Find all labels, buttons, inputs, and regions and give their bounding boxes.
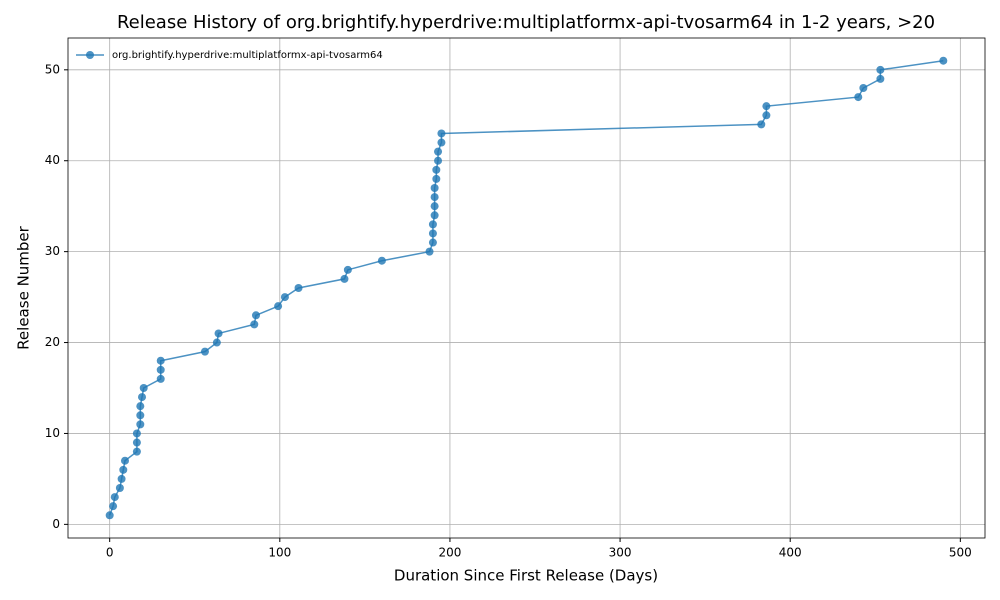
data-point bbox=[434, 147, 443, 156]
data-point bbox=[280, 293, 289, 302]
data-point bbox=[136, 420, 145, 429]
data-point bbox=[138, 393, 147, 402]
data-point bbox=[110, 493, 119, 502]
data-point bbox=[105, 511, 114, 520]
y-axis-label: Release Number bbox=[15, 225, 33, 349]
data-point bbox=[156, 356, 165, 365]
data-point bbox=[428, 238, 437, 247]
data-point bbox=[212, 338, 221, 347]
data-point bbox=[757, 120, 766, 129]
y-tick-label: 30 bbox=[45, 244, 60, 258]
data-point bbox=[156, 365, 165, 374]
y-tick-label: 50 bbox=[45, 62, 60, 76]
x-tick-label: 500 bbox=[949, 546, 972, 560]
x-tick-label: 100 bbox=[268, 546, 291, 560]
x-axis-label: Duration Since First Release (Days) bbox=[394, 567, 658, 585]
data-point bbox=[119, 465, 128, 474]
data-point bbox=[428, 229, 437, 238]
data-point bbox=[343, 265, 352, 274]
data-point bbox=[139, 384, 148, 392]
data-point bbox=[214, 329, 223, 338]
data-point bbox=[425, 247, 434, 256]
x-tick-label: 300 bbox=[609, 546, 632, 560]
data-point bbox=[762, 111, 771, 120]
data-point bbox=[251, 311, 260, 320]
data-point bbox=[428, 220, 437, 229]
data-point bbox=[340, 274, 349, 283]
y-tick-label: 10 bbox=[45, 426, 60, 440]
data-point bbox=[762, 102, 771, 111]
data-point bbox=[876, 74, 885, 83]
data-point bbox=[430, 202, 439, 211]
y-tick-label: 40 bbox=[45, 153, 60, 167]
legend-label: org.brightify.hyperdrive:multiplatformx-… bbox=[112, 50, 383, 61]
plot-frame bbox=[67, 37, 986, 539]
y-tick-label: 20 bbox=[45, 335, 60, 349]
data-point bbox=[132, 429, 141, 438]
data-point bbox=[294, 284, 303, 292]
data-point bbox=[115, 484, 124, 492]
data-point bbox=[156, 374, 165, 383]
data-point bbox=[432, 165, 441, 174]
data-point bbox=[939, 56, 948, 65]
legend-marker bbox=[86, 51, 94, 59]
data-point bbox=[109, 502, 118, 511]
x-tick-label: 200 bbox=[438, 546, 461, 560]
data-point bbox=[132, 447, 141, 456]
data-point bbox=[132, 438, 141, 447]
data-point bbox=[377, 256, 386, 265]
data-point bbox=[117, 474, 126, 483]
series-line bbox=[108, 59, 944, 516]
data-point bbox=[136, 402, 145, 411]
data-point bbox=[430, 184, 439, 192]
data-point bbox=[434, 156, 443, 165]
data-point bbox=[876, 65, 885, 74]
data-point bbox=[859, 84, 868, 92]
data-point bbox=[200, 347, 209, 356]
data-point bbox=[437, 138, 446, 147]
data-point bbox=[274, 302, 283, 311]
data-point bbox=[437, 129, 446, 138]
data-point bbox=[854, 93, 863, 102]
x-tick-label: 0 bbox=[106, 546, 114, 560]
data-point bbox=[136, 411, 145, 420]
data-point bbox=[432, 174, 441, 183]
data-point bbox=[120, 456, 129, 465]
data-point bbox=[250, 320, 259, 329]
data-point bbox=[430, 193, 439, 202]
data-point bbox=[430, 211, 439, 220]
chart-title: Release History of org.brightify.hyperdr… bbox=[117, 12, 935, 33]
x-tick-label: 400 bbox=[779, 546, 802, 560]
y-tick-label: 0 bbox=[52, 517, 60, 531]
